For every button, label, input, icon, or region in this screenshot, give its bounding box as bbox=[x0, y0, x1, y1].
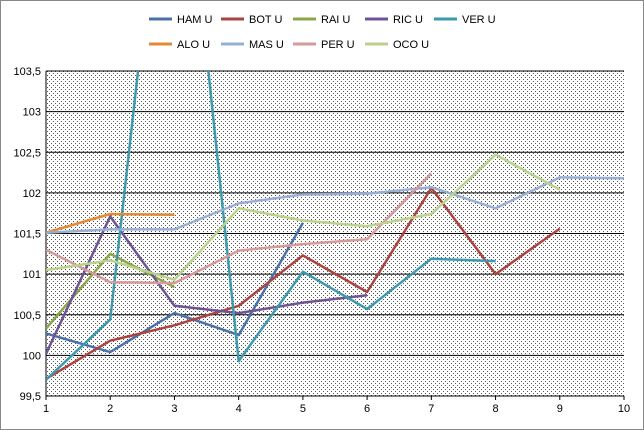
legend-label: PER U bbox=[321, 39, 355, 51]
x-tick-label: 3 bbox=[171, 403, 177, 415]
y-tick-label: 102 bbox=[23, 188, 41, 200]
legend-label: OCO U bbox=[393, 39, 429, 51]
y-tick-label: 100,5 bbox=[13, 310, 41, 322]
legend-label: MAS U bbox=[249, 39, 284, 51]
legend-label: RIC U bbox=[393, 14, 423, 26]
y-tick-label: 99,5 bbox=[20, 391, 41, 403]
series-line-2 bbox=[46, 186, 561, 380]
legend: HAM U BOT U RAI U RIC U VER U ALO U MAS U PER U… bbox=[149, 14, 496, 51]
x-tick-label: 8 bbox=[492, 403, 498, 415]
y-tick-label: 101,5 bbox=[13, 229, 41, 241]
y-tick-label: 101 bbox=[23, 269, 41, 281]
legend-label: ALO U bbox=[177, 39, 210, 51]
legend-label: HAM U bbox=[177, 14, 213, 26]
axes: 99,5 100 100,5 101 101,5 102 102,5 103 103,5 1 2 3 4… bbox=[13, 66, 630, 415]
x-tick-label: 5 bbox=[300, 403, 306, 415]
x-tick-label: 4 bbox=[236, 403, 242, 415]
y-tick-label: 100 bbox=[23, 350, 41, 362]
y-tick-label: 103,5 bbox=[13, 66, 41, 78]
series-line-6 bbox=[46, 212, 175, 234]
series-lines bbox=[46, 71, 624, 381]
legend-label: VER U bbox=[462, 14, 496, 26]
series-line-7 bbox=[46, 176, 624, 234]
x-tick-label: 9 bbox=[557, 403, 563, 415]
x-tick-label: 10 bbox=[618, 403, 630, 415]
x-tick-label: 6 bbox=[364, 403, 370, 415]
series-line-5 bbox=[46, 71, 496, 381]
legend-label: RAI U bbox=[321, 14, 350, 26]
series-line-1 bbox=[46, 222, 304, 354]
x-tick-label: 2 bbox=[107, 403, 113, 415]
series-line-9 bbox=[46, 153, 561, 282]
y-tick-label: 102,5 bbox=[13, 147, 41, 159]
series-line-8 bbox=[46, 172, 433, 285]
y-tick-label: 103 bbox=[23, 107, 41, 119]
x-tick-label: 7 bbox=[428, 403, 434, 415]
legend-label: BOT U bbox=[249, 14, 282, 26]
x-tick-label: 1 bbox=[43, 403, 49, 415]
series-line-4 bbox=[46, 215, 368, 355]
